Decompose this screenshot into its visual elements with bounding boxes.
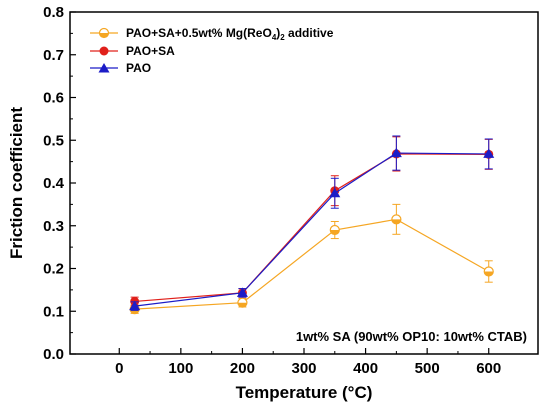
legend-label-main: PAO+SA+0.5wt% Mg(ReO — [126, 26, 272, 40]
data-point-fill — [237, 302, 247, 308]
series-line-0 — [134, 218, 490, 310]
legend-label-pao-sa: PAO+SA — [126, 44, 175, 58]
legend-label-pao: PAO — [126, 61, 151, 75]
x-axis-title: Temperature (°C) — [236, 383, 373, 402]
series-layer — [129, 135, 495, 315]
y-tick-label: 0.0 — [43, 346, 64, 363]
legend-item-pao: PAO — [90, 61, 151, 75]
x-tick-label: 600 — [476, 360, 501, 377]
x-tick-label: 300 — [291, 360, 316, 377]
legend-label-tail: additive — [285, 26, 334, 40]
data-point — [129, 300, 141, 311]
y-tick-label: 0.4 — [43, 175, 65, 192]
series-2 — [129, 135, 495, 311]
legend-item-pao-sa: PAO+SA — [90, 44, 175, 58]
legend: PAO+SA+0.5wt% Mg(ReO4)2 additive PAO+SA … — [90, 26, 334, 75]
series-line-2 — [134, 152, 489, 307]
axis-ticks: 0 100 200 300 400 500 600 0.0 0.1 0.2 0.3 0.4 0.5 0.6… — [43, 4, 501, 377]
x-tick-label: 200 — [230, 360, 255, 377]
data-point — [483, 148, 495, 158]
data-point-fill — [484, 271, 494, 276]
y-tick-label: 0.1 — [43, 303, 64, 320]
x-tick-label: 400 — [353, 360, 378, 377]
data-point — [390, 147, 402, 158]
legend-label-mid: ) — [276, 26, 280, 40]
y-tick-label: 0.5 — [43, 132, 64, 149]
y-tick-label: 0.6 — [43, 90, 64, 107]
legend-item-pao-sa-mg: PAO+SA+0.5wt% Mg(ReO4)2 additive — [90, 26, 334, 42]
legend-label-sub1: 4 — [272, 33, 277, 42]
series-line-1 — [134, 153, 489, 303]
y-tick-label: 0.2 — [43, 261, 64, 278]
x-tick-label: 100 — [168, 360, 193, 377]
y-tick-label: 0.7 — [43, 47, 64, 64]
y-tick-label: 0.8 — [43, 4, 64, 21]
data-point — [329, 187, 341, 198]
legend-label-pao-sa-mg: PAO+SA+0.5wt% Mg(ReO4)2 additive — [126, 26, 334, 42]
legend-marker-pao — [98, 63, 110, 73]
x-tick-label: 0 — [115, 360, 123, 377]
legend-marker-fill-pao-sa-mg — [99, 33, 109, 38]
x-tick-label: 500 — [415, 360, 440, 377]
y-tick-label: 0.3 — [43, 218, 64, 235]
data-point — [236, 287, 248, 297]
data-point-fill — [391, 219, 401, 224]
series-1 — [130, 136, 494, 307]
legend-marker-pao-sa — [99, 46, 109, 56]
legend-label-sub2: 2 — [280, 33, 285, 42]
chart-annotation: 1wt% SA (90wt% OP10: 10wt% CTAB) — [296, 329, 527, 344]
y-axis-title: Friction coefficient — [7, 107, 26, 259]
data-point-fill — [330, 230, 340, 235]
